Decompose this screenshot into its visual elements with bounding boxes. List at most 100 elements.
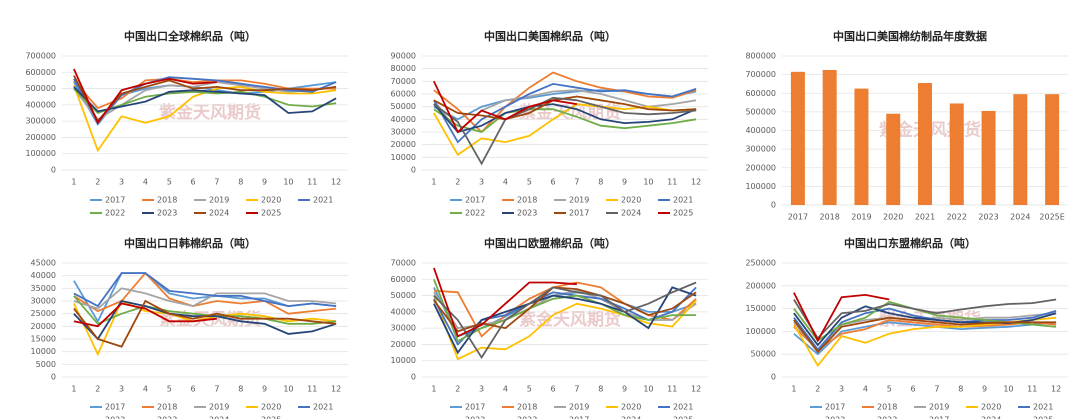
x-tick-label: 4 [503,385,508,394]
x-tick-label: 2024 [1010,213,1030,222]
y-tick-label: 200000 [745,163,776,172]
chart-title: 中国出口美国棉织品（吨） [484,29,616,43]
x-tick-label: 4 [143,385,148,394]
legend-label: 2021 [313,196,333,205]
y-tick-label: 25000 [31,309,56,318]
x-tick-label: 2 [95,178,100,187]
legend-label: 2025 [261,416,281,419]
series-line [73,271,337,315]
series-line [433,82,697,144]
x-tick-label: 9 [622,178,627,187]
x-tick-label: 9 [262,178,267,187]
x-tick-label: 8 [598,178,603,187]
y-tick-label: 50000 [391,291,416,300]
x-tick-label: 1 [791,385,796,394]
legend-label: 2017 [105,196,125,205]
x-tick-label: 5 [167,385,172,394]
y-tick-label: 0 [771,373,776,382]
series-line [73,86,337,114]
x-tick-label: 1 [71,385,76,394]
y-tick-label: 15000 [31,335,56,344]
y-tick-label: 500000 [745,107,776,116]
x-tick-label: 11 [667,178,677,187]
legend-label: 2023 [517,209,537,218]
legend-label: 2019 [209,403,229,412]
legend-label: 2024 [209,416,229,419]
legend-label: 2025 [1033,416,1053,419]
x-tick-label: 11 [307,385,317,394]
x-tick-label: 3 [479,178,484,187]
x-tick-label: 5 [887,385,892,394]
series-line [433,80,578,134]
legend-label: 2018 [517,196,537,205]
series-line [793,319,1057,351]
x-tick-label: 8 [238,385,243,394]
legend-label: 2024 [981,416,1001,419]
bar [886,113,901,205]
legend-label: 2017 [569,209,589,218]
x-tick-label: 12 [331,385,341,394]
x-tick-label: 7 [574,178,579,187]
x-tick-label: 3 [119,178,124,187]
series-line [73,287,337,310]
x-tick-label: 7 [214,178,219,187]
legend-label: 2020 [981,403,1001,412]
legend-label: 2017 [465,403,485,412]
x-tick-label: 2021 [915,213,935,222]
x-tick-label: 10 [1003,385,1013,394]
y-tick-label: 250000 [745,259,776,268]
x-tick-label: 8 [598,385,603,394]
chart-title: 中国出口日韩棉织品（吨） [124,236,256,250]
y-tick-label: 30000 [31,297,56,306]
y-tick-label: 90000 [391,52,416,61]
legend-label: 2020 [621,196,641,205]
y-tick-label: 500000 [25,84,56,93]
y-tick-label: 35000 [31,284,56,293]
x-tick-label: 12 [331,178,341,187]
series-line [793,292,890,343]
y-tick-label: 200000 [25,133,56,142]
bar [918,83,932,205]
y-tick-label: 150000 [745,304,776,313]
legend-label: 2022 [825,416,845,419]
y-tick-label: 100000 [25,149,56,158]
series-line [793,298,1057,340]
y-tick-label: 700000 [25,52,56,61]
legend-label: 2019 [929,403,949,412]
x-tick-label: 10 [283,385,293,394]
x-tick-label: 6 [551,178,556,187]
chart-title: 中国出口美国棉纺制品年度数据 [833,29,987,43]
x-tick-label: 7 [214,385,219,394]
bar [854,88,869,205]
legend-label: 2024 [209,209,229,218]
series-line [793,316,1057,354]
series-line [433,286,697,333]
chart-title: 中国出口欧盟棉织品（吨） [484,236,616,250]
y-tick-label: 600000 [745,89,776,98]
series-line [73,295,337,325]
y-tick-label: 10000 [391,153,416,162]
legend-label: 2025 [673,416,693,419]
legend-label: 2022 [105,416,125,419]
x-tick-label: 1 [431,385,436,394]
legend-label: 2021 [673,196,693,205]
series-line [433,103,697,134]
legend-label: 2018 [517,403,537,412]
watermark: 紫金天风期货 [159,102,261,123]
series-line [433,108,697,133]
x-tick-label: 6 [911,385,916,394]
series-line [73,299,337,357]
y-tick-label: 45000 [31,259,56,268]
y-tick-label: 300000 [745,145,776,154]
x-tick-label: 6 [191,178,196,187]
legend-label: 2024 [621,416,641,419]
legend-label: 2020 [261,403,281,412]
series-line [433,281,697,338]
x-tick-label: 2018 [819,213,839,222]
series-line [73,272,337,308]
bar [949,103,964,205]
y-tick-label: 0 [771,201,776,210]
y-tick-label: 700000 [745,70,776,79]
x-tick-label: 6 [551,385,556,394]
series-line [73,299,337,348]
